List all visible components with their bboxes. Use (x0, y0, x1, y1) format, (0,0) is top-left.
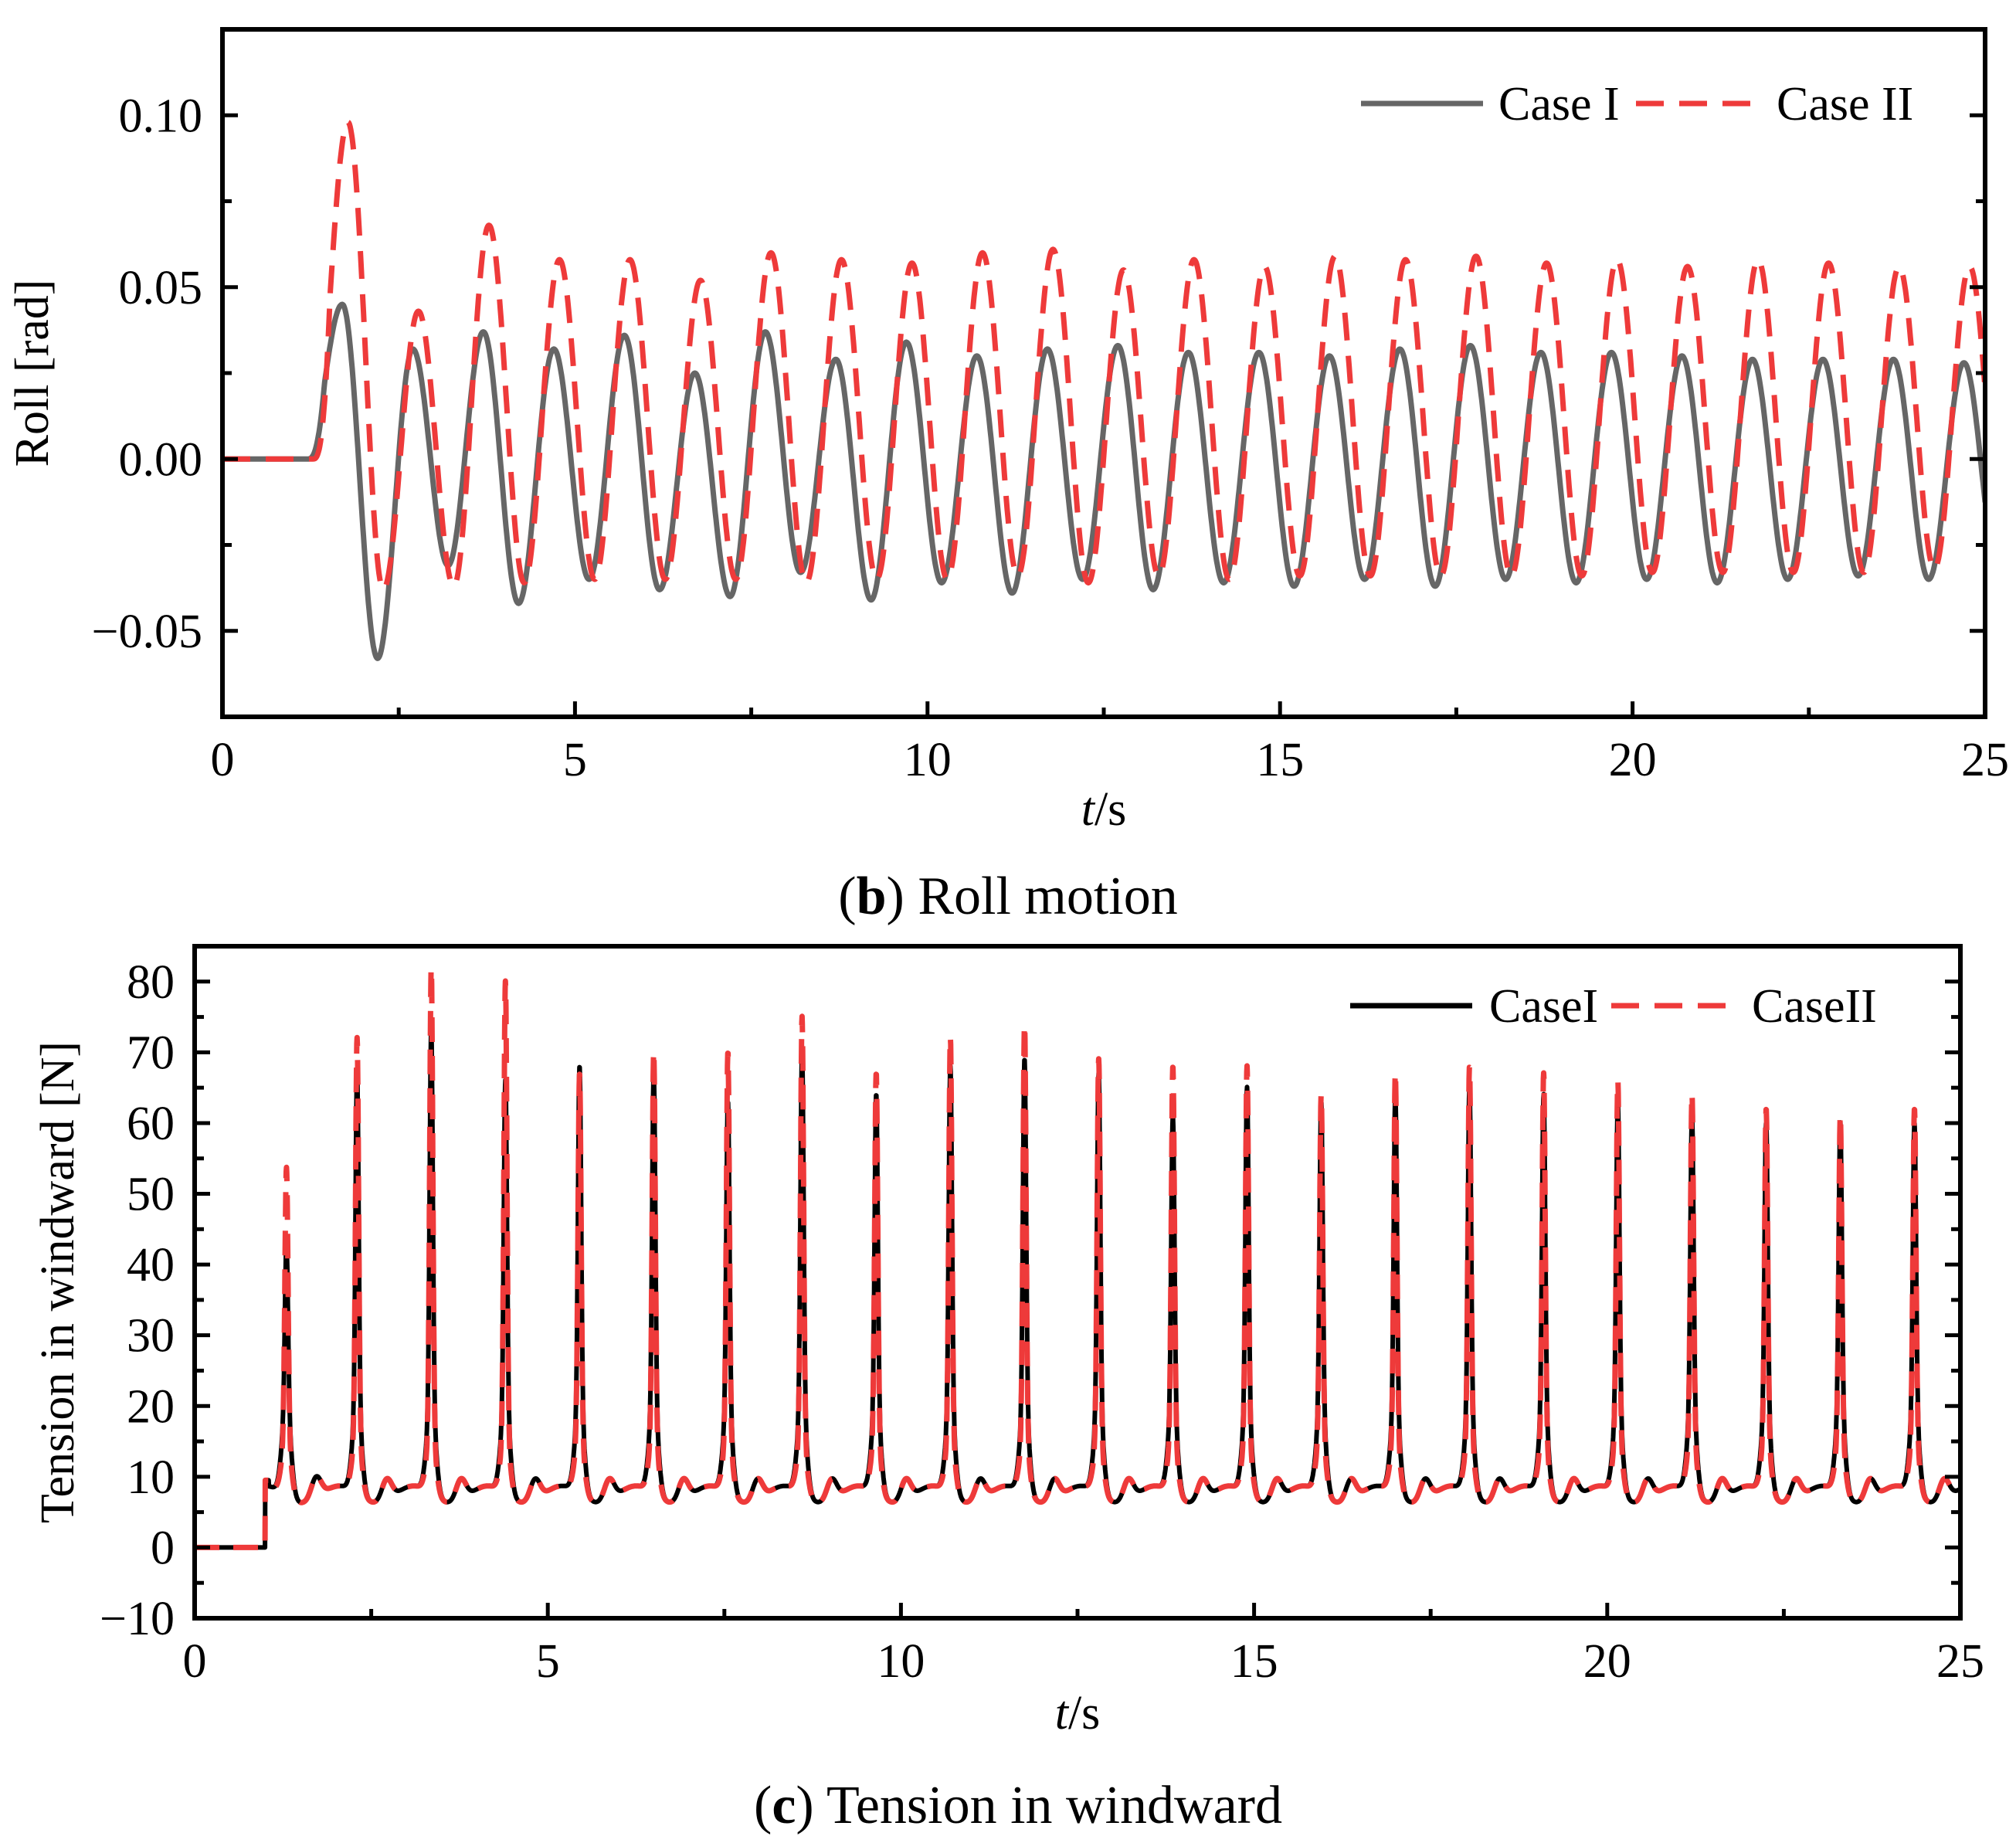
tension-y-tick-label: 10 (127, 1451, 175, 1504)
roll-x-axis-title-unit: /s (1095, 783, 1126, 836)
tension-y-tick-label: 50 (127, 1169, 175, 1221)
roll-caption-letter: b (857, 867, 887, 926)
tension-y-tick-label: −10 (100, 1593, 175, 1645)
tension-caption-letter: c (772, 1776, 796, 1835)
tension-x-tick-label: 5 (536, 1635, 560, 1688)
tension-x-axis: 0 5 10 15 20 25 (183, 1603, 1984, 1688)
roll-x-axis: 0 5 10 15 20 25 (211, 701, 2009, 786)
roll-caption-text: Roll motion (904, 867, 1178, 926)
tension-y-axis: −10 0 10 20 30 40 50 60 70 80 (100, 956, 1960, 1645)
roll-series-case-ii-line (222, 119, 1985, 592)
roll-plot-area (222, 119, 1985, 661)
tension-x-tick-label: 20 (1583, 1635, 1631, 1688)
roll-x-axis-title: t/s (1081, 783, 1127, 836)
tension-x-axis-title-unit: /s (1068, 1687, 1100, 1739)
tension-y-tick-label: 80 (127, 956, 175, 1009)
tension-legend: CaseI CaseII (1350, 980, 1877, 1033)
roll-x-tick-label: 10 (904, 734, 952, 786)
tension-x-tick-label: 15 (1230, 1635, 1278, 1688)
roll-x-tick-label: 5 (563, 734, 587, 786)
tension-x-tick-label: 0 (183, 1635, 207, 1688)
tension-y-tick-label: 30 (127, 1310, 175, 1363)
roll-x-tick-label: 15 (1256, 734, 1304, 786)
tension-x-axis-title-italic: t (1055, 1687, 1070, 1739)
roll-plot-frame (220, 27, 1987, 719)
roll-motion-chart: 0 5 10 15 20 25 −0.050.000.050.10 Roll [rad] … (6, 27, 2009, 926)
roll-legend-case-i-label: Case I (1498, 78, 1620, 131)
roll-x-tick-label: 0 (211, 734, 235, 786)
tension-caption-text: Tension in windward (814, 1776, 1282, 1835)
roll-caption: (b) Roll motion (838, 867, 1178, 926)
roll-y-tick-label: 0.10 (119, 90, 203, 142)
tension-y-axis-title: Tension in windward [N] (32, 1041, 84, 1523)
tension-y-tick-label: 70 (127, 1027, 175, 1079)
tension-x-tick-label: 10 (877, 1635, 925, 1688)
roll-x-tick-label: 25 (1961, 734, 2009, 786)
tension-series-case-ii-line (195, 966, 1960, 1550)
roll-y-tick-label: 0.05 (119, 262, 203, 314)
roll-legend: Case I Case II (1361, 78, 1913, 131)
tension-caption: (c) Tension in windward (754, 1776, 1282, 1835)
tension-legend-case-ii-label: CaseII (1752, 980, 1877, 1033)
roll-x-axis-title-italic: t (1081, 783, 1096, 836)
tension-y-tick-label: 40 (127, 1239, 175, 1291)
tension-y-tick-label: 20 (127, 1380, 175, 1433)
tension-x-tick-label: 25 (1936, 1635, 1984, 1688)
roll-y-tick-label: −0.05 (92, 606, 202, 658)
roll-x-tick-label: 20 (1609, 734, 1657, 786)
roll-legend-case-ii-label: Case II (1777, 78, 1913, 131)
tension-plot-area (195, 966, 1960, 1550)
tension-y-tick-label: 60 (127, 1098, 175, 1150)
roll-y-axis: −0.05 0.00 0.05 0.10 (92, 90, 1985, 658)
roll-y-tick-label: 0.00 (119, 433, 203, 486)
tension-x-axis-title: t/s (1055, 1687, 1101, 1739)
roll-y-axis-title: Roll [rad] (6, 280, 59, 467)
tension-legend-case-i-label: CaseI (1489, 980, 1598, 1033)
roll-series-case-i-line (222, 301, 1985, 661)
tension-y-tick-label: 0 (151, 1522, 175, 1574)
